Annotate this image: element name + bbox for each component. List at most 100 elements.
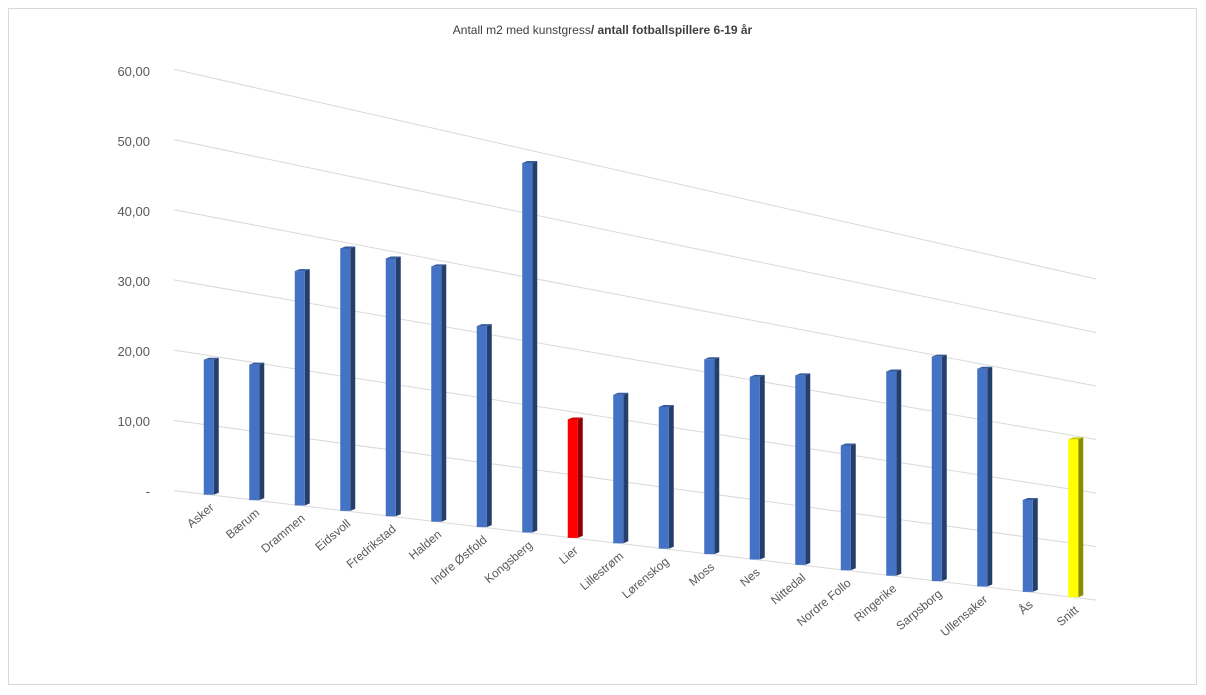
y-axis-ticks: - 10,00 20,00 30,00 40,00 50,00 60,00	[117, 64, 150, 499]
gridline	[173, 68, 1097, 280]
bar-top	[249, 362, 265, 365]
bar	[886, 369, 902, 576]
gridline	[173, 138, 1097, 333]
bar-side	[486, 324, 492, 528]
bar-front	[294, 271, 305, 506]
bar-front	[1022, 499, 1033, 592]
gridline	[173, 490, 1097, 601]
bar-front	[795, 375, 806, 565]
bar	[249, 362, 265, 501]
bar-front	[931, 356, 942, 582]
x-tick-label: Ullensaker	[938, 592, 990, 639]
bar-front	[658, 407, 669, 549]
x-tick-label: Nes	[737, 565, 762, 589]
bar-top	[795, 373, 811, 376]
bar-side	[304, 269, 310, 506]
bar-front	[249, 364, 260, 501]
x-tick-label: Asker	[184, 500, 217, 530]
y-tick-label: 20,00	[117, 344, 150, 359]
bar-front	[476, 326, 487, 528]
bar-front	[385, 258, 396, 517]
x-tick-label: Halden	[406, 527, 444, 562]
bar	[931, 354, 947, 582]
chart-frame: Antall m2 med kunstgress/ antall fotball…	[8, 8, 1197, 685]
y-tick-label: 40,00	[117, 204, 150, 219]
bar-top	[203, 357, 219, 360]
x-tick-label: Bærum	[223, 506, 262, 542]
bar	[704, 357, 720, 555]
bar-front	[886, 371, 897, 576]
bar-side	[668, 405, 674, 549]
bar-front	[431, 266, 442, 522]
x-tick-label: Sarpsborg	[893, 587, 944, 633]
bar-front	[340, 248, 351, 511]
bar-top	[476, 324, 492, 327]
y-tick-label: 60,00	[117, 64, 150, 79]
bars	[203, 161, 1084, 598]
bar-side	[213, 357, 219, 495]
x-tick-label: Nittedal	[768, 570, 808, 607]
bar-side	[759, 374, 765, 560]
bar-top	[658, 405, 674, 408]
bar	[294, 269, 310, 506]
bar-front	[977, 368, 988, 587]
bar	[522, 161, 538, 533]
bar-side	[532, 161, 538, 533]
chart-title-normal: Antall m2 med kunstgress	[452, 23, 591, 37]
bar-top	[294, 269, 310, 272]
bar-top	[340, 246, 356, 249]
bar-top	[1022, 497, 1038, 500]
bar-side	[805, 373, 811, 565]
bar-top	[749, 374, 765, 377]
bar	[431, 264, 447, 522]
bar	[749, 374, 765, 560]
bar-top	[931, 354, 947, 357]
x-tick-label: Lier	[556, 543, 580, 567]
bar-front	[613, 394, 624, 544]
bar-top	[840, 443, 856, 446]
x-tick-label: Eidsvoll	[312, 516, 353, 553]
x-tick-label: Ås	[1015, 597, 1035, 617]
bar	[476, 324, 492, 528]
bar	[840, 443, 856, 571]
bar	[567, 417, 583, 538]
chart-title: Antall m2 med kunstgress/ antall fotball…	[9, 23, 1196, 37]
bar-side	[1078, 437, 1084, 598]
chart-title-bold: / antall fotballspillere 6-19 år	[590, 23, 753, 37]
x-tick-label: Lørenskog	[619, 554, 671, 601]
bar-side	[714, 357, 720, 555]
bar-side	[259, 362, 265, 501]
bar-top	[385, 256, 401, 259]
y-tick-label: 10,00	[117, 414, 150, 429]
x-tick-label: Moss	[686, 560, 717, 589]
bar	[658, 405, 674, 549]
bar-top	[431, 264, 447, 267]
bar	[340, 246, 356, 511]
bar-top	[613, 392, 629, 395]
bar-front	[704, 359, 715, 555]
bar	[795, 373, 811, 565]
bar-front	[840, 445, 851, 571]
bar-front	[1068, 439, 1079, 598]
bar-top	[1068, 437, 1084, 440]
y-tick-label: 50,00	[117, 134, 150, 149]
x-tick-label: Drammen	[258, 511, 307, 556]
bar-side	[941, 354, 947, 582]
x-tick-label: Ringerike	[851, 581, 899, 625]
bar	[1022, 497, 1038, 592]
gridlines	[173, 68, 1097, 601]
bar-side	[350, 246, 356, 511]
bar-front	[203, 359, 214, 495]
bar-front	[749, 376, 760, 560]
gridline	[173, 419, 1097, 547]
bar-side	[850, 443, 856, 571]
bar-front	[522, 163, 533, 533]
bar-top	[977, 366, 993, 369]
x-tick-label: Lillestrøm	[577, 549, 626, 593]
bar	[613, 392, 629, 544]
bar-front	[567, 419, 578, 538]
y-tick-label: 30,00	[117, 274, 150, 289]
bar-side	[896, 369, 902, 576]
y-tick-label: -	[146, 484, 150, 499]
